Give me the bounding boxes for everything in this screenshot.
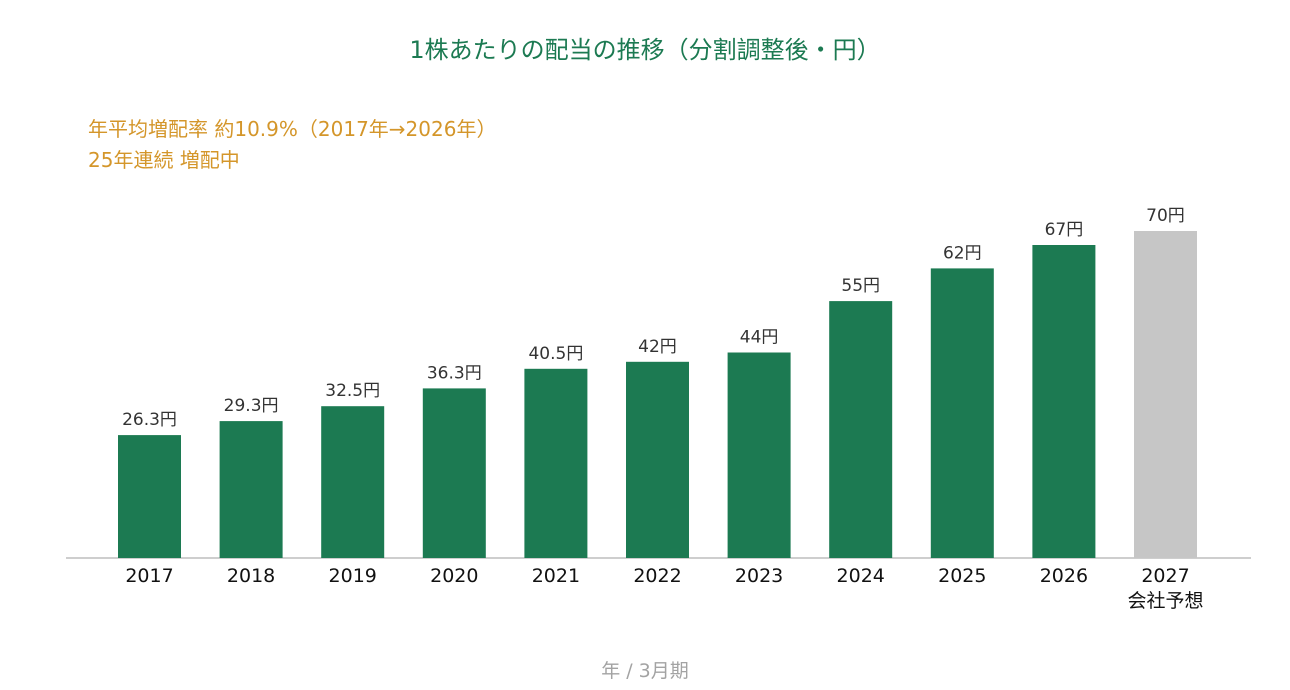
consecutive-increase-annotation: 25年連続 増配中	[88, 148, 240, 172]
tick-label-2020: 2020	[430, 565, 478, 587]
tick-label-2023: 2023	[735, 565, 783, 587]
value-label-2020: 36.3円	[427, 363, 482, 383]
bar-2017	[118, 435, 181, 558]
bar-2021	[524, 368, 588, 558]
bar-2023	[727, 352, 791, 558]
tick-label-2018: 2018	[227, 565, 275, 587]
value-label-2019: 32.5円	[325, 381, 380, 401]
value-label-2024: 55円	[841, 276, 880, 296]
bar-2018	[219, 421, 283, 558]
value-label-2018: 29.3円	[224, 396, 279, 416]
value-label-2022: 42円	[638, 337, 677, 357]
tick-label-2017: 2017	[125, 565, 173, 587]
tick-label-2021: 2021	[532, 565, 580, 587]
tick-label-2025: 2025	[938, 565, 986, 587]
tick-label-2027: 2027	[1141, 565, 1189, 587]
bar-2022	[626, 361, 689, 558]
bar-2019	[321, 406, 385, 558]
tick-label-2024: 2024	[837, 565, 885, 587]
value-label-2026: 67円	[1045, 220, 1084, 240]
bar-2026	[1032, 245, 1096, 558]
bar-2020	[422, 388, 486, 558]
value-label-2025: 62円	[943, 243, 982, 263]
x-axis-label: 年 / 3月期	[601, 660, 689, 682]
bar-2025	[930, 268, 994, 558]
tick-label-2026: 2026	[1040, 565, 1088, 587]
tick-label-2022: 2022	[633, 565, 681, 587]
tick-sublabel-2027: 会社予想	[1127, 590, 1203, 612]
value-label-2017: 26.3円	[122, 410, 177, 430]
tick-label-2019: 2019	[329, 565, 377, 587]
value-label-2021: 40.5円	[528, 344, 583, 364]
chart-title: 1株あたりの配当の推移（分割調整後・円）	[409, 36, 881, 64]
bar-2027	[1134, 231, 1197, 558]
value-label-2027: 70円	[1146, 206, 1185, 226]
bar-2024	[829, 301, 893, 558]
value-label-2023: 44円	[740, 328, 779, 348]
growth-rate-annotation: 年平均増配率 約10.9%（2017年→2026年）	[88, 117, 497, 141]
